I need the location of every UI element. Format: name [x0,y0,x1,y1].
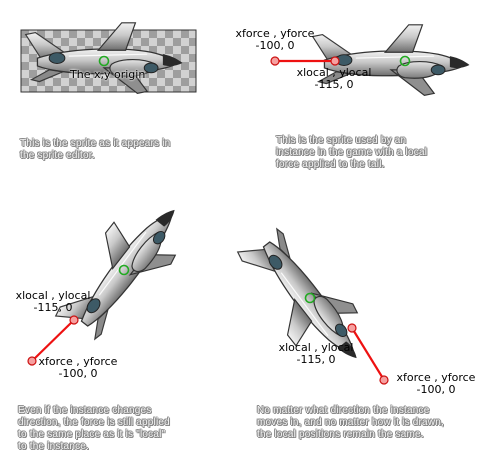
panel4-rotated-flipped [227,215,389,385]
local-point [347,323,357,333]
caption-line: the sprite editor. [20,150,95,161]
local-label: xlocal , ylocal -115, 0 [15,290,91,314]
local-value: -115, 0 [33,301,73,314]
local-label-text: xlocal , ylocal [15,289,91,302]
force-point [27,356,37,366]
force-label-text: xforce , yforce [38,355,118,368]
jet-rotated-up [45,184,200,353]
panel4-caption: No matter what direction the instance mo… [257,405,444,441]
caption-line: instance in the game with a local [276,147,428,158]
local-point [330,56,340,66]
panel2-ingame [270,24,471,96]
caption-line: No matter what direction the instance [257,405,430,416]
force-label-text: xforce , yforce [396,371,476,384]
local-point [69,315,79,325]
panel3-rotated [27,184,200,366]
force-label: xforce , yforce -100, 0 [232,28,318,52]
origin-marker [118,264,130,276]
force-line [351,327,385,381]
force-label: xforce , yforce -100, 0 [394,372,478,396]
force-line [31,319,75,362]
panel3-caption: Even if the instance changes direction, … [18,405,170,453]
caption-line: direction, the force is still applied [18,417,170,428]
origin-marker [304,292,316,304]
force-label: xforce , yforce -100, 0 [38,356,118,380]
force-point [270,56,280,66]
force-value: -100, 0 [58,367,98,380]
local-label: xlocal , ylocal -115, 0 [278,342,354,366]
origin-label: The x,y origin [70,68,146,81]
caption-line: This is the sprite as it appears in [20,138,171,149]
origin-marker [98,55,110,67]
caption-line: moves in, and no matter how it is drawn, [257,417,444,428]
force-value: -100, 0 [255,39,295,52]
local-label-text: xlocal , ylocal [296,66,372,79]
caption-line: to the same place as it is "local" [18,429,166,440]
panel1-sprite-editor [20,22,197,94]
local-label-text: xlocal , ylocal [278,341,354,354]
local-label: xlocal , ylocal -115, 0 [296,67,372,91]
force-label-text: xforce , yforce [235,27,315,40]
local-value: -115, 0 [296,353,336,366]
caption-line: Even if the instance changes [18,405,152,416]
origin-marker [399,55,411,67]
panel2-caption: This is the sprite used by an instance i… [276,135,427,171]
force-value: -100, 0 [416,383,456,396]
caption-line: This is the sprite used by an [276,135,407,146]
local-value: -115, 0 [314,78,354,91]
caption-line: force applied to the tail. [276,159,385,170]
force-point [379,375,389,385]
caption-line: the local positions remain the same. [257,429,424,440]
caption-line: to the instance. [18,441,90,452]
panel1-caption: This is the sprite as it appears in the … [20,138,170,162]
